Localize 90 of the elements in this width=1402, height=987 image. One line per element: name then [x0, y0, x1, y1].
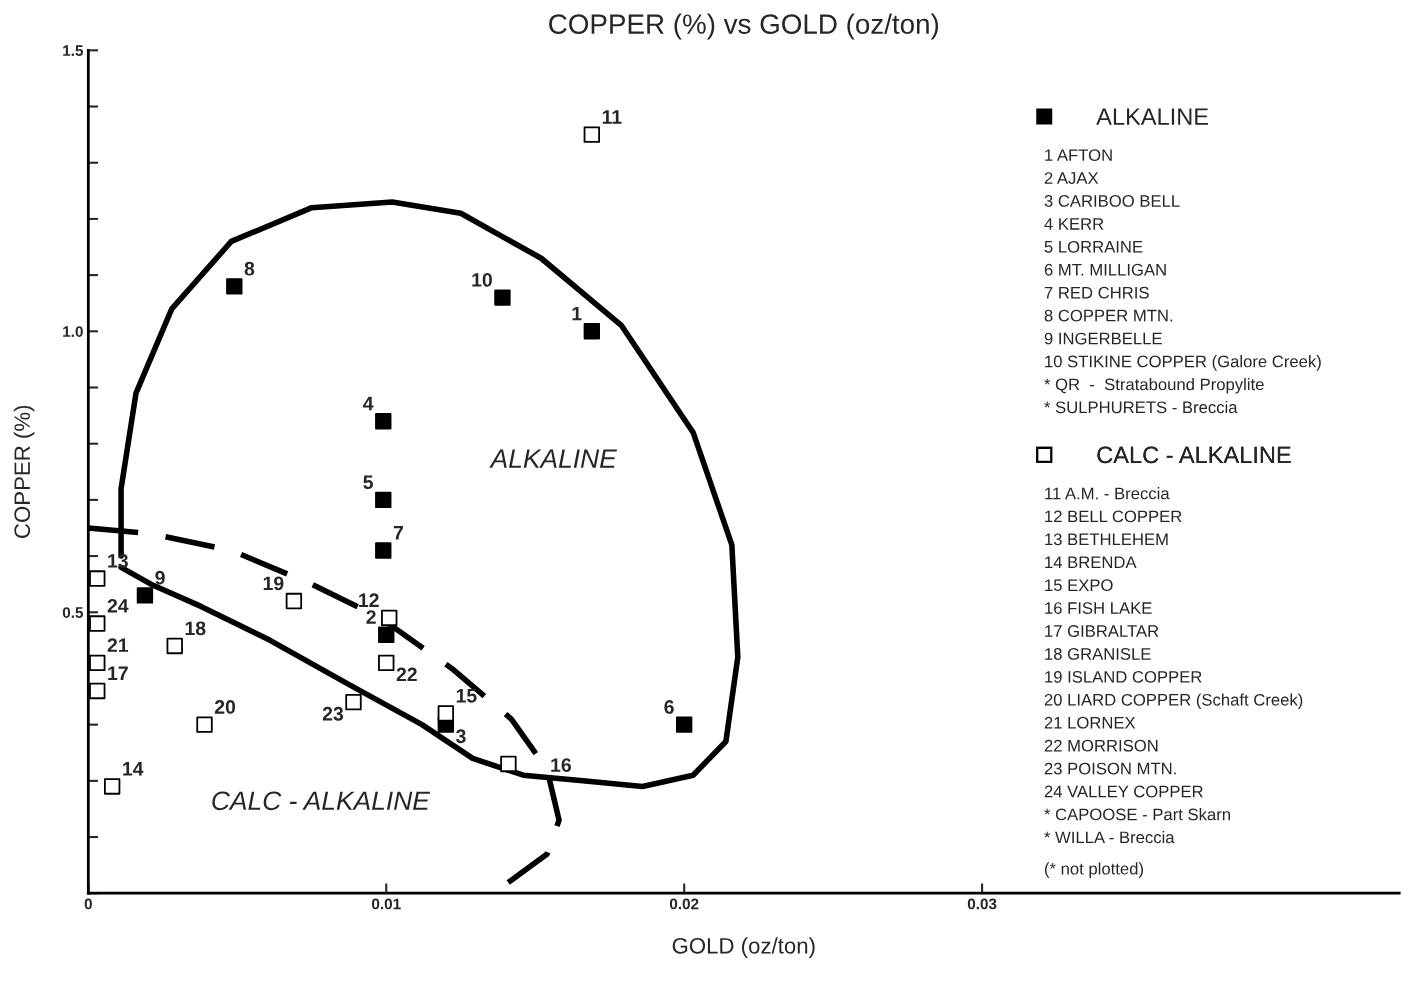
annotation: 5 LORRAINE: [1044, 240, 1143, 253]
annotation: 18 GRANISLE: [1045, 648, 1151, 660]
point: [196, 716, 213, 733]
annotation: CALC - ALKALINE: [212, 791, 431, 811]
point: [375, 542, 392, 559]
x-axis-title: GOLD (oz/ton): [672, 937, 815, 959]
x-tick-label: 0.02: [669, 898, 699, 910]
annotation: 24: [107, 598, 129, 613]
annotation: 7: [393, 526, 403, 540]
point: [378, 654, 395, 672]
point: [89, 682, 106, 700]
point: [583, 323, 601, 340]
legend-label: ALKALINE: [1096, 108, 1209, 125]
annotation: 10: [472, 273, 492, 287]
annotation: 16: [551, 758, 571, 772]
annotation: 14: [123, 762, 144, 776]
annotation: 18: [185, 621, 206, 636]
annotation: 17 GIBRALTAR: [1045, 625, 1159, 637]
annotation: 1: [572, 306, 582, 321]
annotation: (* not plotted): [1044, 862, 1143, 878]
point: [103, 778, 121, 795]
annotation: * SULPHURETS - Breccia: [1044, 400, 1238, 414]
annotation: 17: [108, 666, 128, 680]
annotation: 4 KERR: [1044, 218, 1104, 230]
annotation: 12 BELL COPPER: [1045, 510, 1182, 523]
point: [437, 705, 455, 722]
annotation: 1 AFTON: [1045, 149, 1112, 162]
chart-title: COPPER (%) vs GOLD (oz/ton): [549, 13, 939, 40]
annotation: 20: [214, 700, 236, 714]
annotation: 9 INGERBELLE: [1044, 332, 1162, 345]
point: [381, 609, 398, 627]
annotation: 19: [263, 576, 284, 591]
annotation: 11 A.M. - Breccia: [1045, 487, 1170, 500]
point: [166, 637, 183, 655]
point: [375, 491, 392, 509]
point: [500, 755, 517, 773]
annotation: 22: [396, 667, 417, 682]
y-tick-label: 1.0: [63, 326, 83, 337]
annotation: 8: [244, 261, 255, 276]
annotation: * CAPOOSE - Part Skarn: [1044, 808, 1230, 821]
annotation: 16 FISH LAKE: [1045, 602, 1152, 614]
x-tick-label: 0.03: [967, 898, 997, 910]
point: [583, 126, 601, 143]
annotation: 13: [108, 554, 128, 568]
point: [226, 278, 243, 295]
annotation: 5: [363, 475, 374, 490]
x-tick-label: 0: [84, 898, 92, 910]
x-tick-label: 0.01: [371, 898, 401, 910]
annotation: 10 STIKINE COPPER (Galore Creek): [1045, 355, 1321, 371]
legend-label: CALC - ALKALINE: [1097, 446, 1291, 464]
annotation: 20 LIARD COPPER (Schaft Creek): [1044, 693, 1303, 709]
annotation: 3: [456, 729, 466, 744]
point: [494, 289, 511, 306]
annotation: 3 CARIBOO BELL: [1044, 195, 1180, 207]
annotation: 11: [602, 110, 622, 124]
annotation: 21: [107, 638, 129, 652]
annotation: 22 MORRISON: [1044, 739, 1158, 752]
annotation: 15: [456, 689, 477, 703]
annotation: ALKALINE: [489, 449, 617, 468]
annotation: 7 RED CHRIS: [1044, 286, 1149, 299]
point: [375, 413, 392, 430]
point: [89, 615, 106, 632]
annotation: 13 BETHLEHEM: [1045, 533, 1168, 546]
annotation: 19 ISLAND COPPER: [1045, 670, 1202, 683]
point: [675, 716, 693, 733]
point: [89, 570, 106, 587]
point: [136, 587, 154, 604]
y-tick-label: 1.5: [63, 45, 84, 57]
annotation: 4: [363, 396, 374, 411]
annotation: 23: [322, 706, 344, 721]
annotation: * WILLA - Breccia: [1044, 831, 1175, 844]
annotation: 6 MT. MILLIGAN: [1044, 263, 1166, 276]
annotation: 6: [664, 700, 674, 714]
annotation: 8 COPPER MTN.: [1044, 309, 1173, 322]
point: [89, 654, 106, 672]
annotation: 9: [155, 570, 165, 585]
annotation: * QR - Stratabound Propylite: [1044, 378, 1264, 394]
annotation: 21 LORNEX: [1044, 716, 1136, 729]
annotation: 15 EXPO: [1045, 579, 1113, 592]
annotation: 2 AJAX: [1044, 172, 1099, 184]
point: [345, 693, 362, 711]
annotation: 23 POISON MTN.: [1044, 762, 1176, 775]
y-tick-label: 0.5: [62, 607, 84, 618]
annotation: 14 BRENDA: [1045, 556, 1137, 568]
point: [285, 592, 303, 610]
annotation: 2: [366, 610, 376, 624]
annotation: 24 VALLEY COPPER: [1044, 785, 1203, 798]
annotation: 12: [359, 593, 379, 607]
y-axis-title: COPPER (%): [13, 405, 35, 538]
point: [378, 626, 395, 643]
